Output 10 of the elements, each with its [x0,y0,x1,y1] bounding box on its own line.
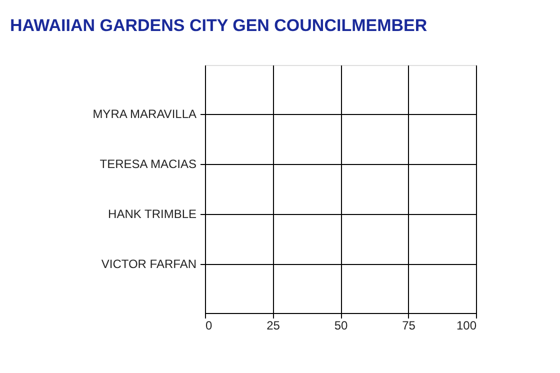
x-tick-label: 100 [456,318,477,332]
y-tick-label: HANK TRIMBLE [108,207,196,221]
x-tick-label: 0 [206,318,212,332]
x-tick-label: 25 [266,318,280,332]
chart-title: HAWAIIAN GARDENS CITY GEN COUNCILMEMBER [10,16,428,35]
x-tick-label: 75 [402,318,416,332]
y-tick-label: MYRA MARAVILLA [92,107,196,121]
y-tick-label: VICTOR FARFAN [101,257,196,271]
x-tick-label: 50 [334,318,348,332]
y-tick-label: TERESA MACIAS [100,157,196,171]
